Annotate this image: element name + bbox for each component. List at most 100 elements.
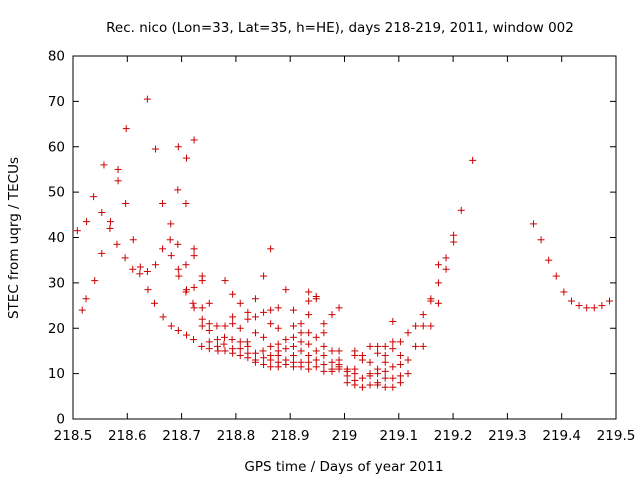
data-point (412, 342, 420, 350)
y-tick-label: 50 (48, 185, 65, 201)
data-point (396, 351, 404, 359)
x-axis: 218.5 218.6 218.7 218.8 218.9 219 219.1 219.2 21… (54, 56, 636, 444)
x-axis-label: GPS time / Days of year 2011 (244, 459, 443, 475)
data-point (366, 342, 374, 350)
y-tick-label: 40 (48, 230, 65, 246)
data-point (190, 136, 198, 144)
data-point (221, 277, 229, 285)
data-point (335, 347, 343, 355)
data-point (469, 156, 477, 164)
data-point (404, 356, 412, 364)
data-point (198, 315, 206, 323)
data-point (129, 265, 137, 273)
data-point (351, 370, 359, 378)
data-point (267, 356, 275, 364)
y-tick-label: 70 (48, 94, 65, 110)
data-point (305, 351, 313, 359)
data-point (106, 224, 114, 232)
data-point (236, 345, 244, 353)
y-tick-label: 0 (56, 412, 65, 428)
data-point (289, 333, 297, 341)
data-point (274, 304, 282, 312)
data-point (389, 338, 397, 346)
y-tick-label: 60 (48, 139, 65, 155)
data-point (190, 245, 198, 253)
data-point (312, 347, 320, 355)
x-tick-label: 219.3 (488, 428, 527, 444)
data-point (189, 299, 197, 307)
data-point (221, 347, 229, 355)
data-point (136, 270, 144, 278)
data-points (73, 95, 613, 391)
y-axis: 0 10 20 30 40 50 60 70 80 (48, 49, 616, 428)
data-point (282, 336, 290, 344)
data-point (236, 324, 244, 332)
data-point (396, 361, 404, 369)
data-point (297, 329, 305, 337)
x-tick-label: 219.1 (379, 428, 418, 444)
data-point (389, 345, 397, 353)
data-point (560, 288, 568, 296)
data-point (251, 329, 259, 337)
data-point (205, 320, 213, 328)
data-point (335, 304, 343, 312)
data-point (260, 272, 268, 280)
data-point (389, 363, 397, 371)
data-point (374, 342, 382, 350)
data-point (175, 272, 183, 280)
data-point (404, 370, 412, 378)
data-point (182, 331, 190, 339)
data-point (106, 218, 114, 226)
plot-frame (72, 55, 617, 420)
data-point (297, 320, 305, 328)
data-point (297, 363, 305, 371)
data-point (427, 322, 435, 330)
data-point (190, 336, 198, 344)
data-point (450, 238, 458, 246)
data-point (583, 304, 591, 312)
data-point (381, 342, 389, 350)
data-point (605, 297, 613, 305)
data-point (174, 186, 182, 194)
data-point (529, 220, 537, 228)
x-tick-label: 218.7 (162, 428, 201, 444)
data-point (174, 265, 182, 273)
data-point (152, 145, 160, 153)
data-point (205, 327, 213, 335)
data-point (419, 342, 427, 350)
data-point (427, 297, 435, 305)
x-tick-label: 218.8 (217, 428, 256, 444)
data-point (389, 383, 397, 391)
data-point (305, 365, 313, 373)
data-point (260, 361, 268, 369)
data-point (205, 338, 213, 346)
data-point (143, 95, 151, 103)
data-point (312, 295, 320, 303)
data-point (396, 379, 404, 387)
data-point (267, 320, 275, 328)
data-point (328, 311, 336, 319)
data-point (434, 299, 442, 307)
data-point (114, 177, 122, 185)
data-point (457, 206, 465, 214)
data-point (267, 363, 275, 371)
x-tick-label: 219.5 (597, 428, 636, 444)
data-point (328, 347, 336, 355)
data-point (174, 240, 182, 248)
data-point (167, 322, 175, 330)
data-point (312, 363, 320, 371)
data-point (174, 143, 182, 151)
data-point (328, 358, 336, 366)
data-point (282, 286, 290, 294)
data-point (129, 236, 137, 244)
data-point (190, 283, 198, 291)
data-point (389, 374, 397, 382)
data-point (198, 304, 206, 312)
data-point (213, 336, 221, 344)
data-point (78, 306, 86, 314)
data-point (244, 354, 252, 362)
data-point (114, 165, 122, 173)
data-point (244, 308, 252, 316)
data-point (143, 268, 151, 276)
data-point (305, 329, 313, 337)
